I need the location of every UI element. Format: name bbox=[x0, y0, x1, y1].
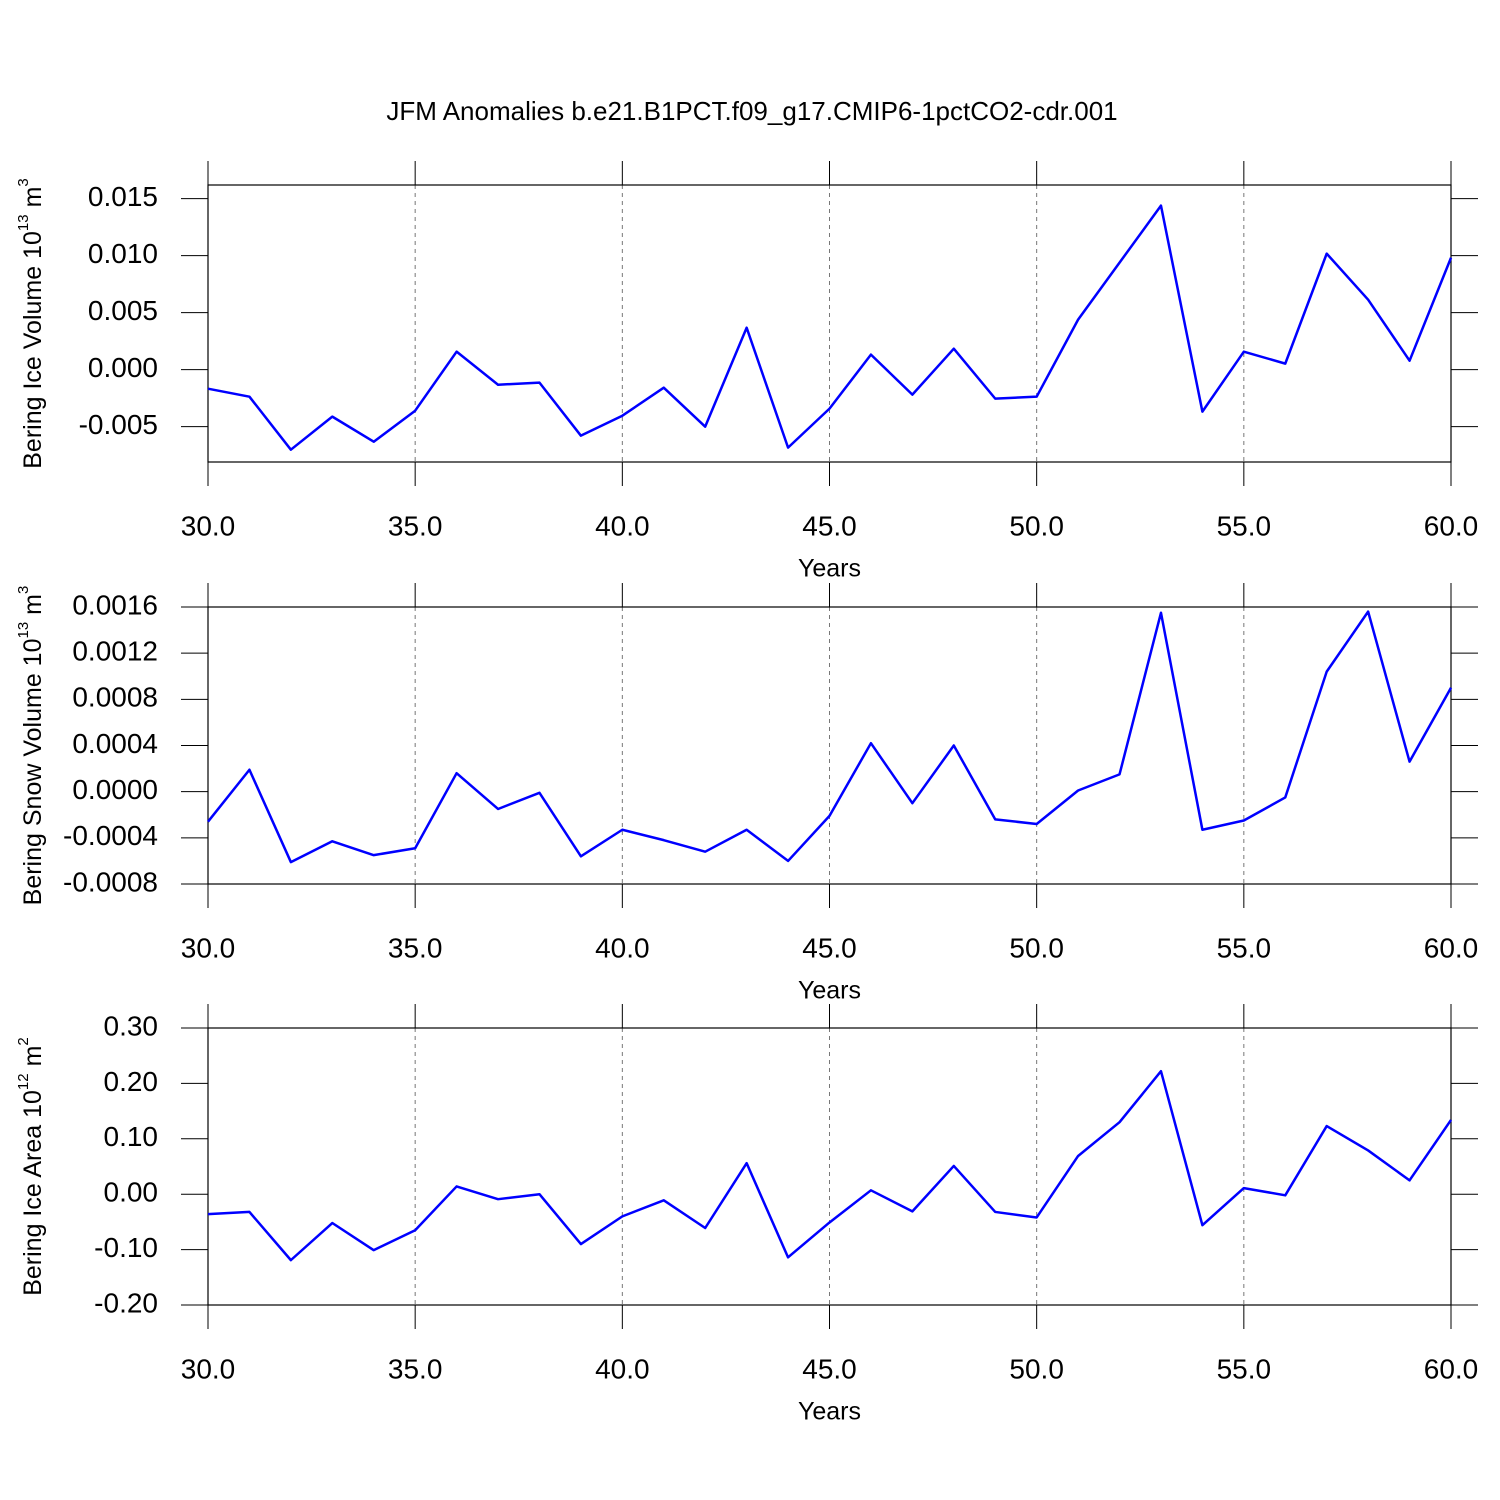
plot-frame bbox=[207, 184, 1452, 463]
x-tick-label: 30.0 bbox=[181, 1353, 236, 1384]
y-tick-label: -0.10 bbox=[94, 1232, 158, 1263]
plot-frame bbox=[207, 606, 1452, 885]
x-tick-label: 40.0 bbox=[595, 1353, 650, 1384]
figure-title: JFM Anomalies b.e21.B1PCT.f09_g17.CMIP6-… bbox=[386, 96, 1117, 126]
y-tick-label: 0.0012 bbox=[72, 636, 158, 667]
x-tick-label: 60.0 bbox=[1424, 1353, 1479, 1384]
y-axis-label-unit-exponent: 3 bbox=[15, 586, 32, 594]
y-axis-label-exponent: 13 bbox=[15, 622, 32, 639]
y-tick-label: -0.20 bbox=[94, 1287, 158, 1318]
x-tick-label: 30.0 bbox=[181, 932, 236, 963]
x-tick-label: 50.0 bbox=[1009, 932, 1064, 963]
x-tick-label: 45.0 bbox=[802, 932, 857, 963]
x-axis-label: Years bbox=[798, 555, 861, 583]
y-axis-label-text: Bering Ice Volume 10 bbox=[19, 231, 47, 469]
x-tick-label: 40.0 bbox=[595, 932, 650, 963]
y-tick-label: 0.015 bbox=[88, 181, 158, 212]
y-axis-label-text: Bering Snow Volume 10 bbox=[19, 639, 47, 906]
y-tick-label: 0.0000 bbox=[72, 774, 158, 805]
y-tick-label: -0.0004 bbox=[63, 820, 158, 851]
y-axis-label-unit: m bbox=[19, 594, 47, 615]
x-axis-label: Years bbox=[798, 1398, 861, 1426]
x-tick-label: 55.0 bbox=[1217, 1353, 1272, 1384]
y-axis-label: Bering Ice Volume 1013 m3 bbox=[15, 178, 47, 469]
y-tick-label: 0.20 bbox=[104, 1066, 159, 1097]
y-tick-label: 0.010 bbox=[88, 238, 158, 269]
y-axis-label: Bering Ice Area 1012 m2 bbox=[15, 1037, 47, 1296]
y-tick-label: 0.30 bbox=[104, 1010, 159, 1041]
x-tick-label: 60.0 bbox=[1424, 932, 1479, 963]
y-tick-label: -0.0008 bbox=[63, 866, 158, 897]
y-axis-label-text: Bering Ice Area 10 bbox=[19, 1090, 47, 1296]
y-tick-label: 0.10 bbox=[104, 1121, 159, 1152]
data-line bbox=[207, 204, 1453, 451]
y-axis-label-unit: m bbox=[19, 187, 47, 208]
x-tick-label: 55.0 bbox=[1217, 510, 1272, 541]
y-tick-label: 0.000 bbox=[88, 352, 158, 383]
data-line bbox=[207, 1069, 1453, 1262]
x-tick-label: 45.0 bbox=[802, 1353, 857, 1384]
data-line bbox=[207, 610, 1453, 864]
x-tick-label: 35.0 bbox=[388, 510, 443, 541]
y-tick-label: 0.0008 bbox=[72, 682, 158, 713]
y-tick-label: 0.00 bbox=[104, 1177, 159, 1208]
x-tick-label: 50.0 bbox=[1009, 1353, 1064, 1384]
y-tick-label: 0.0004 bbox=[72, 728, 158, 759]
x-tick-label: 55.0 bbox=[1217, 932, 1272, 963]
y-axis-label-exponent: 13 bbox=[15, 214, 32, 231]
y-tick-label: 0.0016 bbox=[72, 589, 158, 620]
y-axis-label-unit-exponent: 2 bbox=[15, 1037, 32, 1045]
x-tick-label: 40.0 bbox=[595, 510, 650, 541]
y-tick-label: 0.005 bbox=[88, 295, 158, 326]
y-axis-label-exponent: 12 bbox=[15, 1073, 32, 1090]
x-tick-label: 60.0 bbox=[1424, 510, 1479, 541]
x-tick-label: 35.0 bbox=[388, 1353, 443, 1384]
x-tick-label: 50.0 bbox=[1009, 510, 1064, 541]
y-tick-label: -0.005 bbox=[79, 409, 158, 440]
x-tick-label: 45.0 bbox=[802, 510, 857, 541]
plot-frame bbox=[207, 1027, 1452, 1306]
y-axis-label-unit: m bbox=[19, 1046, 47, 1067]
y-axis-label: Bering Snow Volume 1013 m3 bbox=[15, 586, 47, 906]
y-axis-label-unit-exponent: 3 bbox=[15, 178, 32, 186]
x-tick-label: 30.0 bbox=[181, 510, 236, 541]
x-axis-label: Years bbox=[798, 977, 861, 1005]
x-tick-label: 35.0 bbox=[388, 932, 443, 963]
